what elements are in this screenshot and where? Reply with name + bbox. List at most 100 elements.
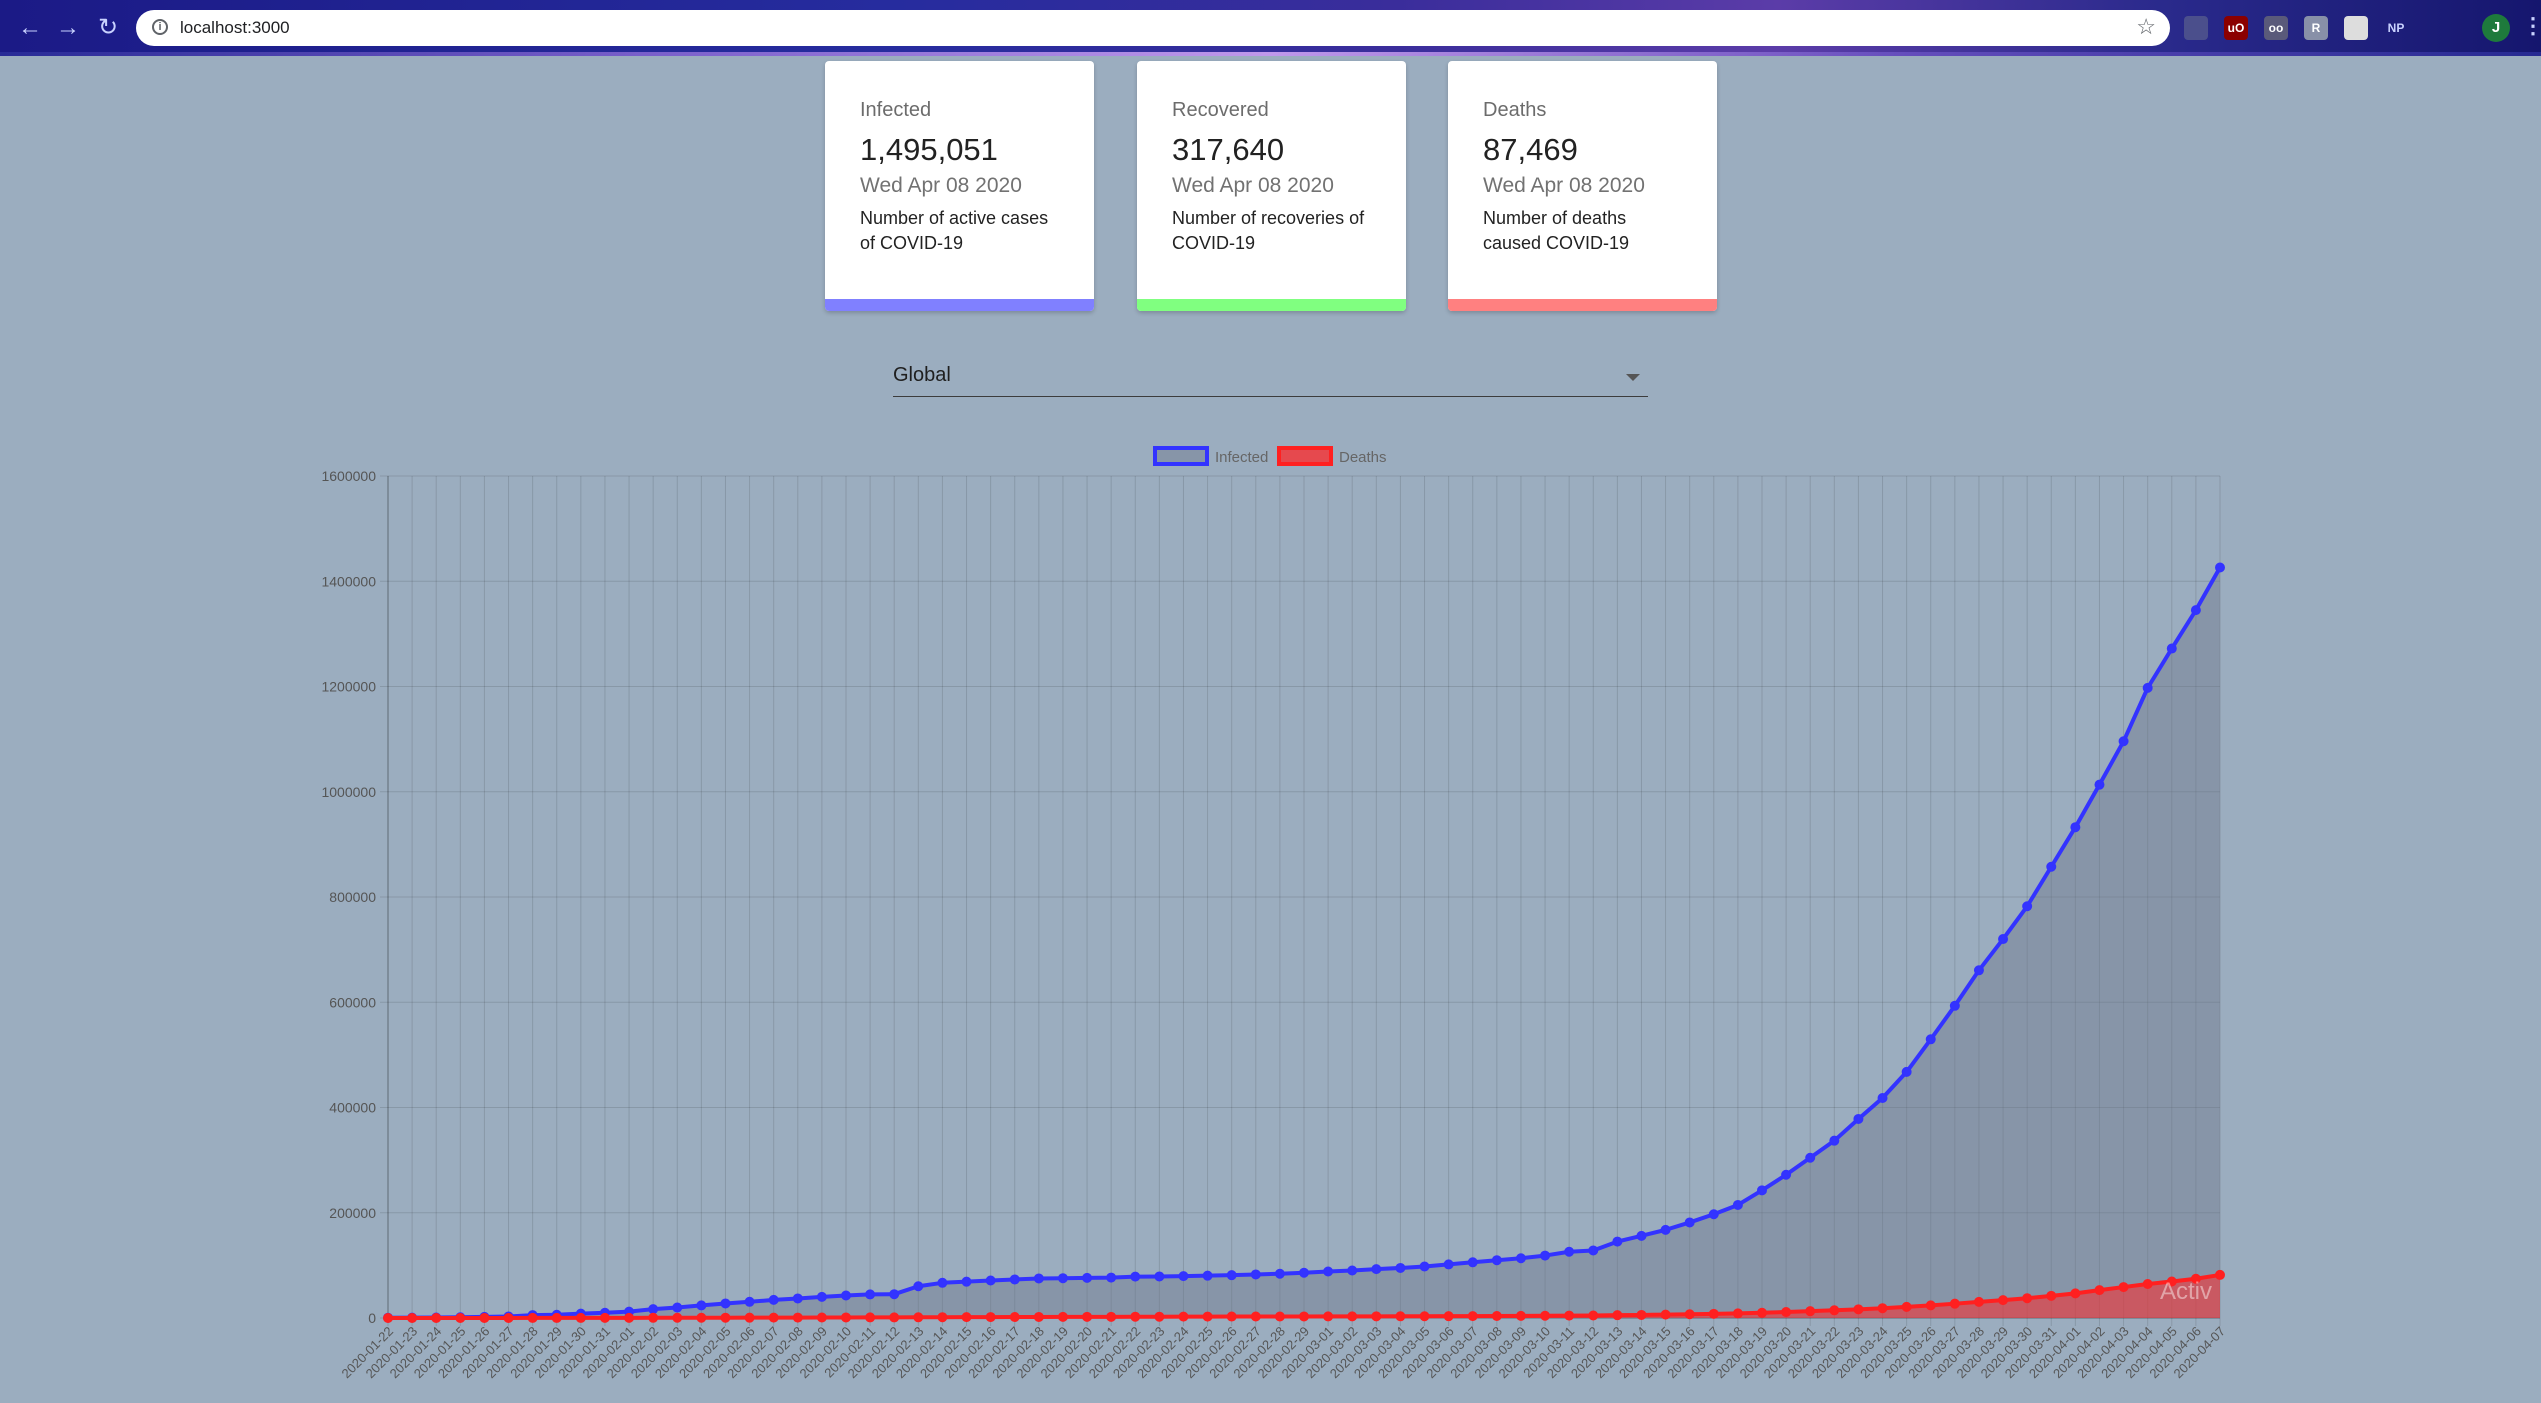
data-point-deaths bbox=[1949, 1298, 1960, 1309]
avatar[interactable]: J bbox=[2482, 14, 2510, 42]
data-point-deaths bbox=[672, 1312, 683, 1323]
country-select[interactable]: Global bbox=[893, 362, 1648, 397]
data-point-deaths bbox=[937, 1312, 948, 1323]
data-point-deaths bbox=[407, 1312, 418, 1323]
card-title: Recovered bbox=[1172, 99, 1269, 121]
data-point-infected bbox=[1805, 1152, 1816, 1163]
data-point-deaths bbox=[1226, 1311, 1237, 1322]
data-point-deaths bbox=[599, 1312, 610, 1323]
deaths-card: Deaths 87,469 Wed Apr 08 2020 Number of … bbox=[1448, 61, 1717, 311]
data-point-infected bbox=[1853, 1113, 1864, 1124]
url-text[interactable]: localhost:3000 bbox=[180, 18, 290, 37]
data-point-deaths bbox=[527, 1312, 538, 1323]
recovered-card: Recovered 317,640 Wed Apr 08 2020 Number… bbox=[1137, 61, 1406, 311]
data-point-deaths bbox=[1853, 1304, 1864, 1315]
data-point-deaths bbox=[865, 1312, 876, 1323]
data-point-deaths bbox=[1925, 1300, 1936, 1311]
data-point-infected bbox=[1515, 1253, 1526, 1264]
data-point-deaths bbox=[1323, 1311, 1334, 1322]
data-point-infected bbox=[768, 1294, 779, 1305]
info-icon[interactable]: i bbox=[152, 19, 168, 35]
data-point-infected bbox=[1781, 1169, 1792, 1180]
data-point-infected bbox=[2022, 901, 2033, 912]
data-point-deaths bbox=[1998, 1295, 2009, 1306]
arrow-left-icon[interactable]: ← bbox=[18, 14, 42, 41]
data-point-infected bbox=[2118, 736, 2129, 747]
data-point-deaths bbox=[431, 1312, 442, 1323]
extension-icon-1[interactable] bbox=[2184, 16, 2208, 40]
data-point-infected bbox=[1998, 934, 2009, 945]
data-point-deaths bbox=[1636, 1309, 1647, 1320]
data-point-infected bbox=[1106, 1272, 1117, 1283]
card-title: Deaths bbox=[1483, 99, 1547, 121]
data-point-infected bbox=[961, 1276, 972, 1287]
data-point-infected bbox=[1299, 1267, 1309, 1278]
card-date: Wed Apr 08 2020 bbox=[1172, 174, 1334, 197]
data-point-deaths bbox=[1009, 1312, 1020, 1323]
data-point-deaths bbox=[1130, 1311, 1141, 1322]
data-point-infected bbox=[2190, 605, 2201, 616]
data-point-deaths bbox=[1443, 1311, 1454, 1322]
legend-swatch-infected bbox=[1153, 446, 1209, 466]
data-point-deaths bbox=[1033, 1311, 1044, 1322]
legend-label-deaths: Deaths bbox=[1339, 449, 1387, 466]
data-point-deaths bbox=[2070, 1288, 2081, 1299]
extension-icon-5[interactable] bbox=[2344, 16, 2368, 40]
address-bar[interactable]: i localhost:3000 ☆ bbox=[136, 10, 2170, 46]
data-point-infected bbox=[720, 1298, 731, 1309]
data-point-infected bbox=[1901, 1066, 1912, 1077]
data-point-infected bbox=[1443, 1259, 1454, 1270]
series-area-deaths bbox=[388, 1274, 2220, 1318]
card-description-line: caused COVID-19 bbox=[1483, 233, 1630, 253]
data-point-deaths bbox=[816, 1312, 827, 1323]
data-point-deaths bbox=[624, 1312, 635, 1323]
data-point-infected bbox=[744, 1296, 755, 1307]
data-point-infected bbox=[1274, 1268, 1285, 1279]
reload-icon[interactable]: ↻ bbox=[97, 14, 119, 41]
data-point-deaths bbox=[1299, 1311, 1309, 1322]
data-point-infected bbox=[1057, 1273, 1068, 1284]
data-point-infected bbox=[1178, 1271, 1189, 1282]
data-point-infected bbox=[792, 1293, 803, 1304]
data-point-infected bbox=[1612, 1236, 1623, 1247]
data-point-deaths bbox=[1660, 1309, 1671, 1320]
y-tick-label: 200000 bbox=[329, 1205, 376, 1221]
arrow-right-icon[interactable]: → bbox=[56, 14, 80, 41]
data-point-deaths bbox=[1395, 1311, 1406, 1322]
extension-icon-2[interactable]: uO bbox=[2224, 16, 2248, 40]
star-icon[interactable]: ☆ bbox=[2136, 14, 2156, 39]
data-point-infected bbox=[1757, 1185, 1767, 1196]
card-date: Wed Apr 08 2020 bbox=[1483, 174, 1645, 197]
data-point-deaths bbox=[1708, 1308, 1719, 1319]
card-description: Number of recoveries of COVID-19 bbox=[1172, 206, 1384, 256]
data-point-infected bbox=[1732, 1199, 1743, 1210]
data-point-infected bbox=[816, 1291, 827, 1302]
card-accent-bar bbox=[1137, 299, 1406, 311]
card-description-line: of COVID-19 bbox=[860, 233, 964, 253]
legend-label-infected: Infected bbox=[1215, 449, 1268, 466]
data-point-deaths bbox=[792, 1312, 803, 1323]
card-value: 1,495,051 bbox=[860, 132, 998, 167]
data-point-deaths bbox=[383, 1312, 393, 1323]
data-point-deaths bbox=[1877, 1303, 1888, 1314]
data-point-infected bbox=[1347, 1265, 1358, 1276]
data-point-deaths bbox=[1684, 1309, 1695, 1320]
data-point-infected bbox=[1467, 1257, 1478, 1268]
y-tick-label: 0 bbox=[368, 1310, 376, 1326]
data-point-infected bbox=[1949, 1000, 1960, 1011]
extension-icon-6[interactable]: NP bbox=[2387, 21, 2405, 35]
data-point-infected bbox=[1395, 1262, 1406, 1273]
y-tick-label: 1200000 bbox=[321, 679, 376, 695]
card-accent-bar bbox=[825, 299, 1094, 311]
extension-icon-3[interactable]: oo bbox=[2264, 16, 2288, 40]
card-description-line: Number of recoveries of bbox=[1172, 208, 1365, 228]
data-point-deaths bbox=[2215, 1269, 2225, 1280]
y-tick-label: 800000 bbox=[329, 889, 376, 905]
data-point-infected bbox=[1636, 1230, 1647, 1241]
series-area-infected bbox=[388, 567, 2220, 1318]
card-title: Infected bbox=[860, 99, 932, 121]
data-point-infected bbox=[1708, 1209, 1719, 1220]
data-point-infected bbox=[1877, 1093, 1888, 1104]
extension-icon-4[interactable]: R bbox=[2304, 16, 2328, 40]
data-point-deaths bbox=[1082, 1311, 1093, 1322]
